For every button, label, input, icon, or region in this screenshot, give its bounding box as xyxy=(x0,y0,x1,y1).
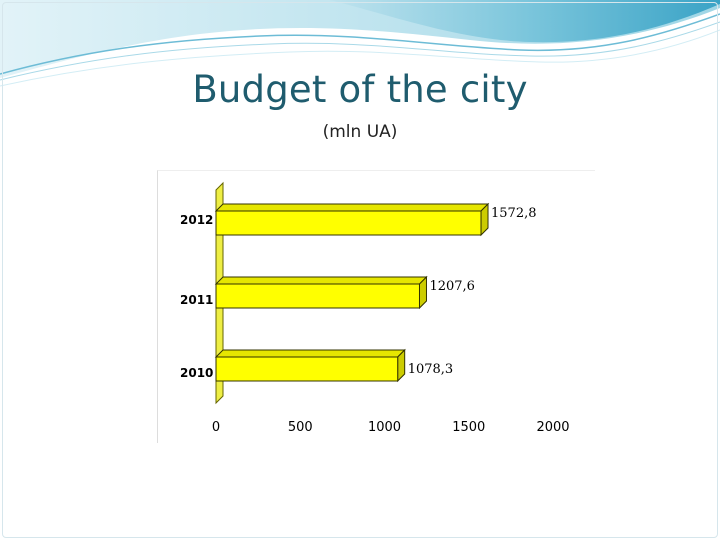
bar-chart: 1078,3 2010 1207,6 2011 1572,8 2012 0 500 1000 15… xyxy=(157,170,595,443)
x-tick-label-1500: 1500 xyxy=(452,420,485,435)
x-tick-label-1000: 1000 xyxy=(368,420,401,435)
x-tick-label-500: 500 xyxy=(288,420,313,435)
bar-top-2012 xyxy=(214,203,490,212)
x-tick-label-2000: 2000 xyxy=(536,420,569,435)
chart-svg: 1078,3 2010 1207,6 2011 1572,8 2012 0 500 1000 15… xyxy=(180,181,570,435)
bar-2010 xyxy=(215,356,399,382)
category-label-2011: 2011 xyxy=(180,293,213,307)
bar-top-2011 xyxy=(214,276,428,285)
value-label-2012: 1572,8 xyxy=(491,206,537,221)
slide-subtitle: (mln UA) xyxy=(322,122,398,142)
slide-title: Budget of the city xyxy=(192,68,528,111)
x-tick-label-0: 0 xyxy=(212,420,220,435)
bar-top-2010 xyxy=(214,349,406,358)
value-label-2011: 1207,6 xyxy=(429,279,475,294)
bar-2011 xyxy=(215,283,420,309)
bar-2012 xyxy=(215,210,482,236)
category-label-2010: 2010 xyxy=(180,366,213,380)
value-label-2010: 1078,3 xyxy=(408,362,454,377)
category-label-2012: 2012 xyxy=(180,213,213,227)
